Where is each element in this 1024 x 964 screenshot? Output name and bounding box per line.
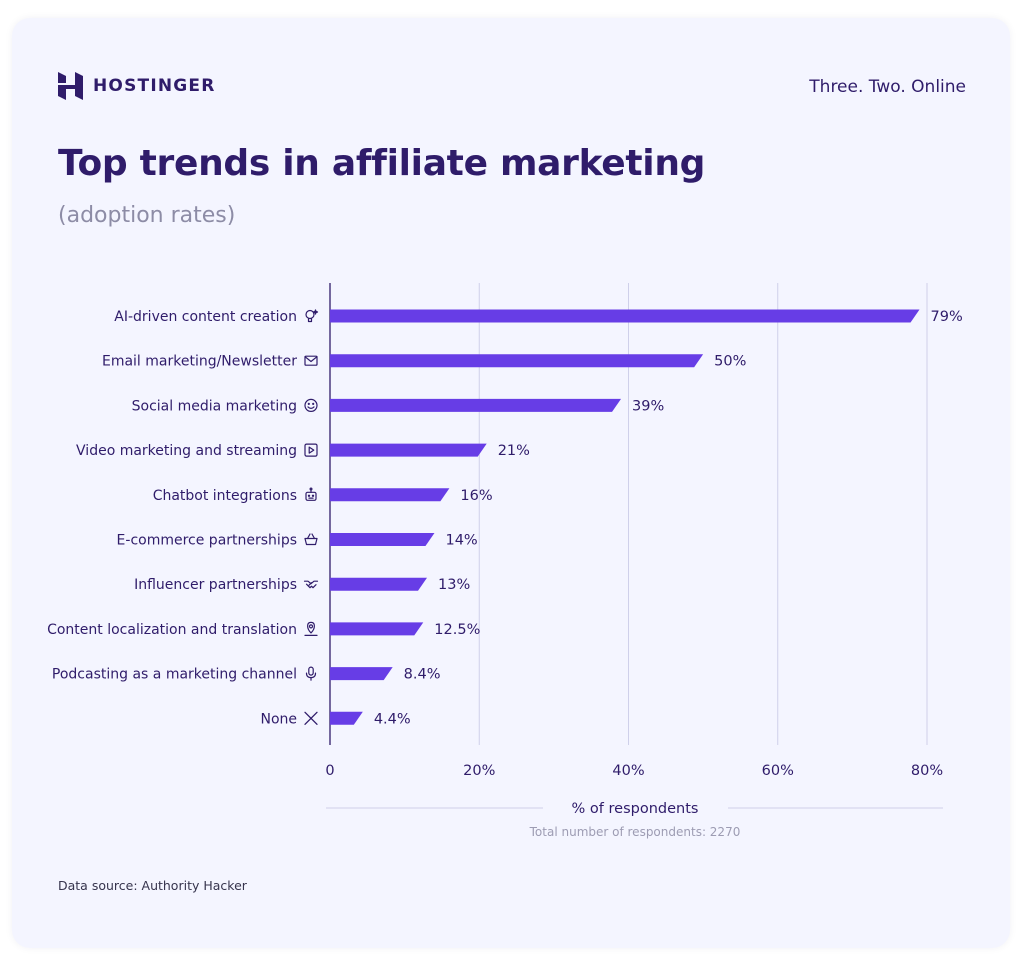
value-label: 4.4% — [374, 711, 411, 727]
bar-video-marketing-and-streaming — [330, 443, 487, 457]
bar-none — [330, 711, 363, 725]
hostinger-logo: HOSTINGER — [58, 72, 216, 100]
chart-card — [12, 18, 1010, 948]
chart-title: Top trends in affiliate marketing — [58, 143, 706, 184]
value-label: 79% — [931, 309, 963, 325]
bar-chatbot-integrations — [330, 488, 450, 502]
value-label: 13% — [438, 577, 470, 593]
x-tick-label: 0 — [325, 763, 334, 779]
category-label: Influencer partnerships — [134, 577, 297, 593]
category-label: Content localization and translation — [47, 622, 297, 638]
bar-email-marketing-newsletter — [330, 354, 704, 368]
category-label: AI-driven content creation — [114, 309, 297, 325]
logo-text: HOSTINGER — [93, 76, 216, 96]
x-tick-label: 20% — [463, 763, 495, 779]
bar-ai-driven-content-creation — [330, 309, 920, 323]
category-label: Email marketing/Newsletter — [102, 354, 297, 370]
handshake-icon — [303, 580, 319, 589]
category-label: E-commerce partnerships — [117, 533, 297, 549]
category-label: Social media marketing — [132, 398, 297, 414]
value-label: 39% — [632, 398, 664, 414]
envelope-icon — [304, 355, 318, 366]
bar-e-commerce-partnerships — [330, 533, 435, 546]
category-label: Podcasting as a marketing channel — [52, 667, 297, 683]
location-pin-icon — [304, 621, 318, 637]
bar-podcasting-as-a-marketing-channel — [330, 667, 393, 681]
category-label: None — [260, 711, 297, 727]
value-label: 14% — [445, 533, 477, 549]
respondents-note: Total number of respondents: 2270 — [529, 825, 741, 839]
smiley-icon — [304, 398, 318, 412]
category-label: Video marketing and streaming — [76, 443, 297, 459]
basket-icon — [304, 533, 318, 546]
x-tick-label: 60% — [762, 763, 794, 779]
value-label: 50% — [714, 354, 746, 370]
x-icon — [304, 711, 318, 725]
bar-content-localization-and-translation — [330, 622, 424, 636]
chart-subtitle: (adoption rates) — [58, 203, 236, 228]
bar-social-media-marketing — [330, 398, 622, 412]
value-label: 8.4% — [404, 667, 441, 683]
value-label: 16% — [460, 488, 492, 504]
value-label: 12.5% — [434, 622, 480, 638]
x-tick-label: 40% — [612, 763, 644, 779]
robot-icon — [305, 487, 317, 501]
bar-influencer-partnerships — [330, 577, 428, 591]
value-label: 21% — [498, 443, 530, 459]
microphone-icon — [305, 666, 317, 681]
category-label: Chatbot integrations — [153, 488, 297, 504]
data-source: Data source: Authority Hacker — [58, 878, 247, 893]
sparkle-bulb-icon — [305, 309, 319, 323]
x-tick-label: 80% — [911, 763, 943, 779]
tagline: Three. Two. Online — [809, 77, 966, 97]
hostinger-logo-icon — [58, 72, 83, 100]
play-icon — [304, 443, 318, 457]
x-axis-title: % of respondents — [572, 801, 699, 817]
